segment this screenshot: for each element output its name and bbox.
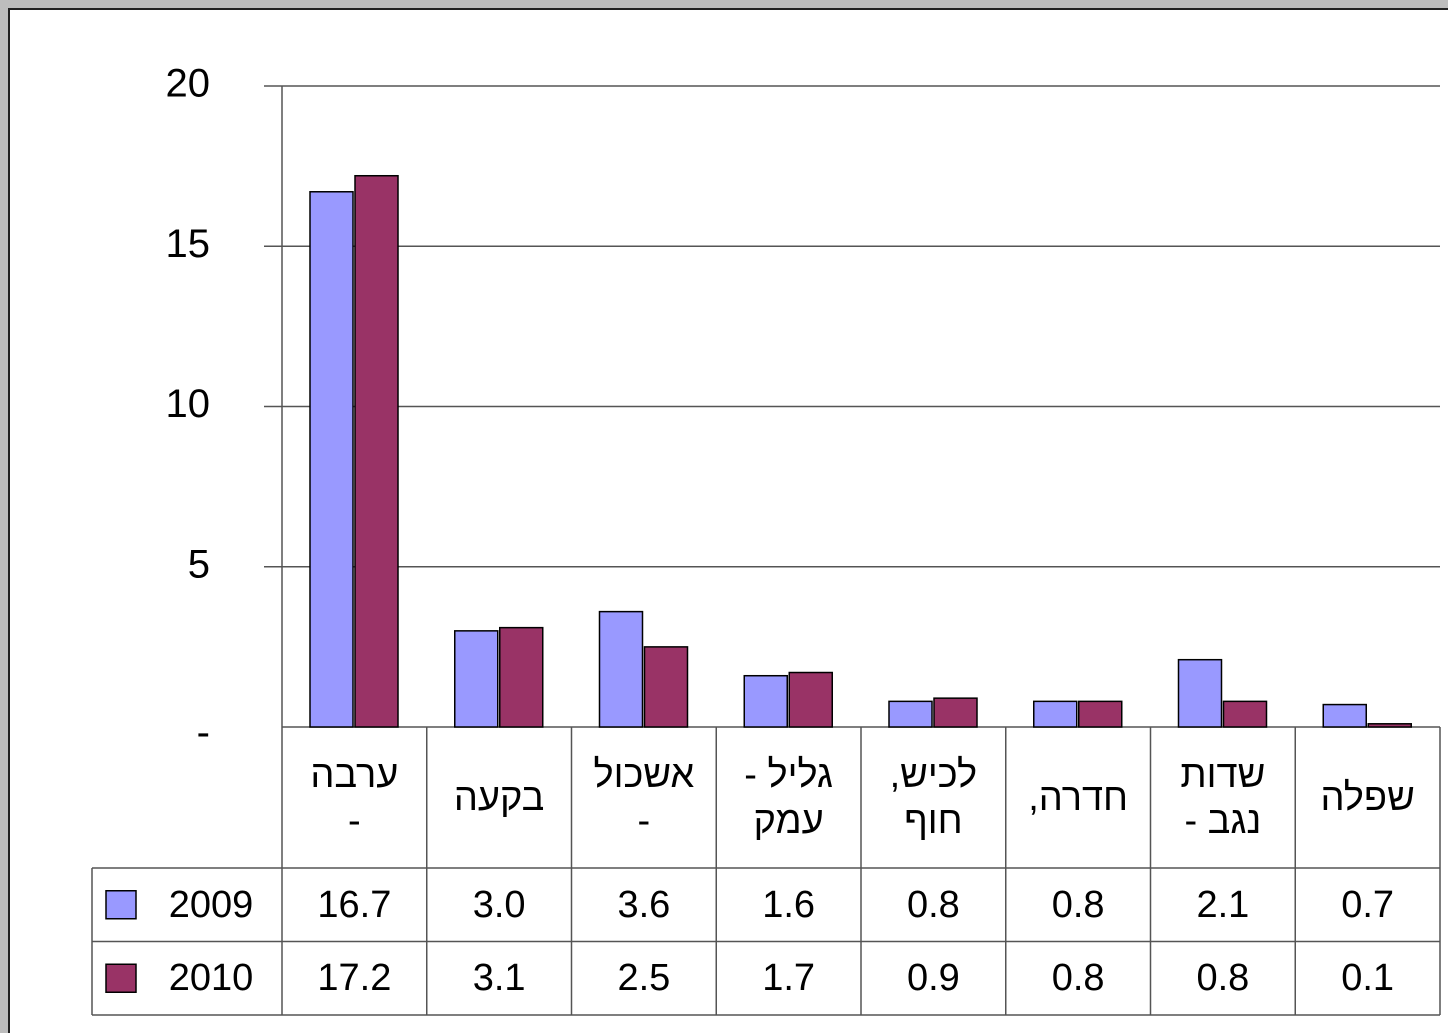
x-tick-label: שדות נגב - [1180,753,1266,842]
y-tick-label: 10 [166,382,211,426]
y-tick-label: 20 [166,62,211,106]
bar [643,646,689,728]
bar [1367,723,1412,728]
bar [598,610,644,728]
x-tick-label: אשכול - [593,753,695,842]
table-value: 0.1 [1341,957,1395,1000]
table-value: 1.6 [762,883,816,926]
table-value: 0.8 [1196,957,1250,1000]
legend-swatch [105,963,137,993]
x-tick-label: ערבה - [310,753,399,842]
table-value: 3.6 [617,883,671,926]
bar [354,174,399,728]
table-value: 16.7 [317,883,392,926]
table-value: 0.8 [906,883,960,926]
table-value: 2.1 [1196,883,1250,926]
x-tick-label: חדרה, [1028,776,1129,819]
bar [1177,658,1223,728]
table-value: 2.5 [617,957,671,1000]
table-value: 17.2 [317,957,392,1000]
table-value: 0.8 [1051,957,1105,1000]
bar [743,674,788,728]
table-value: 3.0 [472,883,526,926]
bar [788,671,833,728]
table-value: 0.8 [1051,883,1105,926]
table-value: 1.7 [762,957,816,1000]
bar [888,700,933,728]
bar [1078,700,1123,728]
x-tick-label: גליל - עמק [744,753,833,842]
y-tick-label: 5 [188,542,210,586]
bar [499,626,544,728]
x-tick-label: בקעה [453,776,545,819]
legend-label: 2010 [168,957,254,1000]
bar [454,630,499,728]
x-tick-label: שפלה [1320,776,1415,819]
table-value: 0.7 [1341,883,1395,926]
legend-swatch [105,890,137,920]
legend-label: 2009 [168,883,254,926]
bar [1033,700,1078,728]
panel [8,8,1448,1033]
table-value: 0.9 [906,957,960,1000]
bar [1222,700,1268,728]
table-value: 3.1 [472,957,526,1000]
y-tick-label: - [197,711,210,755]
bar [933,697,978,728]
bar [309,191,354,728]
y-tick-label: 15 [166,222,211,266]
bar [1322,703,1367,728]
x-tick-label: לכיש, חוף [889,753,978,842]
